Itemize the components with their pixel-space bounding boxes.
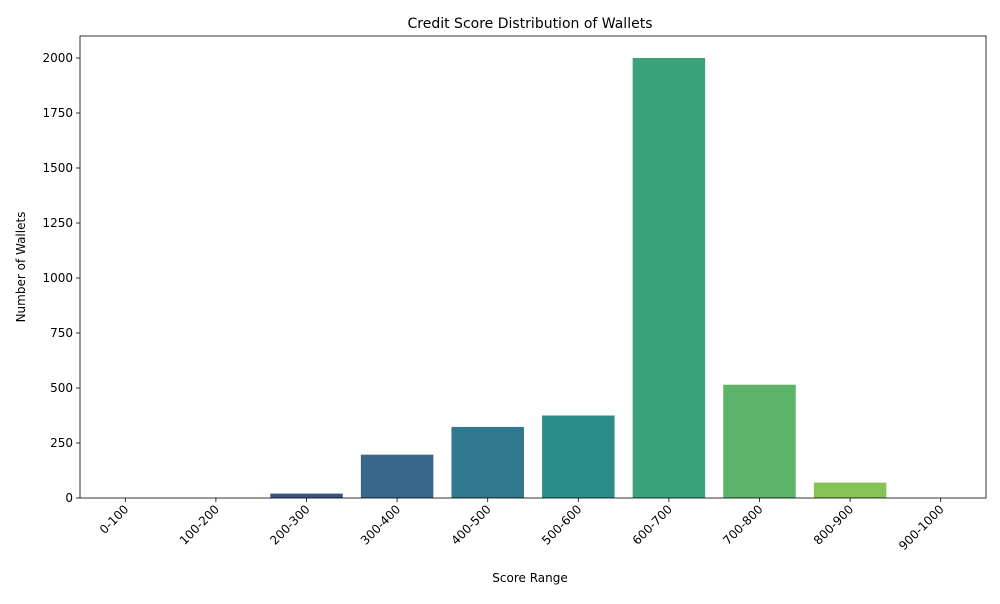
y-tick-label: 1250 <box>42 216 73 230</box>
y-tick-label: 250 <box>50 436 73 450</box>
bar-800-900 <box>813 482 887 498</box>
bar-500-600 <box>542 415 615 498</box>
x-tick-label: 500-600 <box>539 502 584 547</box>
y-axis-label: Number of Wallets <box>14 212 28 323</box>
y-tick-label: 500 <box>50 381 73 395</box>
y-tick-label: 1500 <box>42 161 73 175</box>
x-tick-label: 100-200 <box>177 502 222 547</box>
x-tick-label: 400-500 <box>448 502 493 547</box>
x-axis: 0-100 100-200 200-300 300-400 400-500 500-600… <box>97 498 947 553</box>
x-tick-label: 600-700 <box>630 502 675 547</box>
y-axis: 0 250 500 750 1000 1250 1500 1750 2000 <box>42 51 80 505</box>
x-axis-label: Score Range <box>492 571 567 585</box>
x-tick-label: 200-300 <box>267 502 312 547</box>
y-tick-label: 1750 <box>42 106 73 120</box>
x-tick-label: 0-100 <box>97 502 132 537</box>
chart-title: Credit Score Distribution of Wallets <box>408 16 653 32</box>
bar-200-300 <box>270 493 343 498</box>
plot-frame <box>79 35 987 499</box>
bar-600-700 <box>632 58 706 498</box>
y-tick-label: 2000 <box>42 51 73 65</box>
bar-700-800 <box>723 384 796 498</box>
x-tick-label: 800-900 <box>811 502 856 547</box>
plot-area <box>79 35 987 499</box>
y-tick-label: 0 <box>65 491 73 505</box>
y-tick-label: 1000 <box>42 271 73 285</box>
x-tick-label: 300-400 <box>358 502 403 547</box>
x-tick-label: 700-800 <box>720 502 765 547</box>
x-tick-label: 900-1000 <box>896 502 947 553</box>
bar-400-500 <box>451 426 524 498</box>
bar-300-400 <box>360 454 434 498</box>
y-tick-label: 750 <box>50 326 73 340</box>
